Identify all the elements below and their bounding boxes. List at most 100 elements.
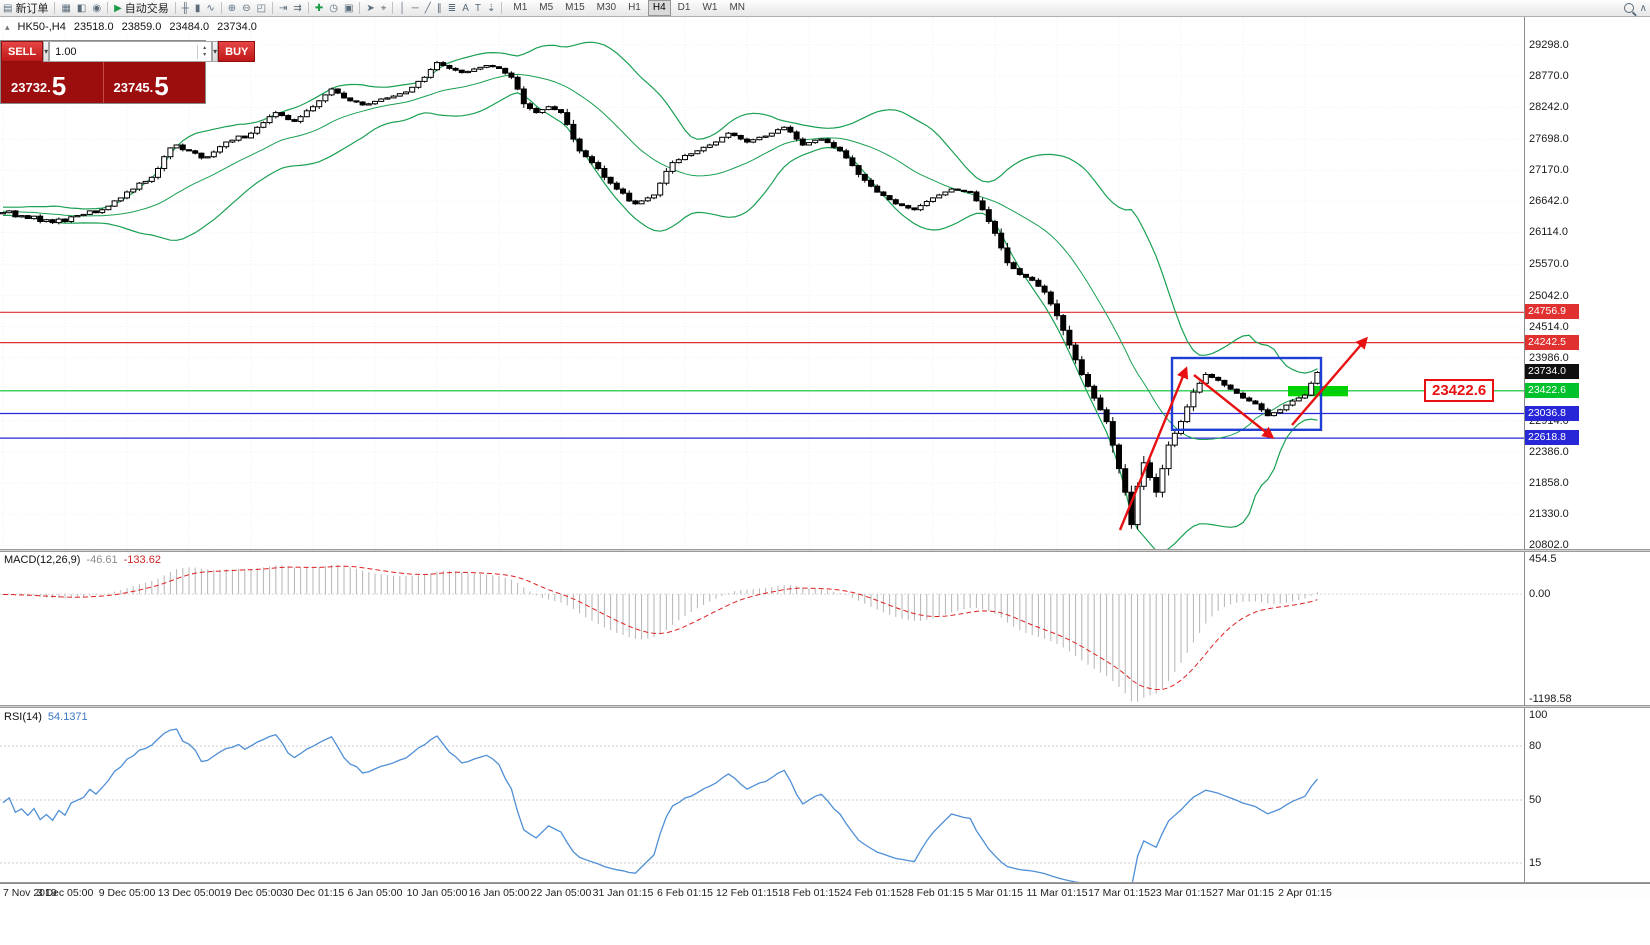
trendline-button[interactable]: ╱ (422, 1, 434, 16)
label-icon: T (474, 2, 481, 14)
volume-spinner[interactable]: ▴ ▾ (197, 44, 211, 59)
tile-windows-button[interactable]: ◰ (254, 1, 269, 16)
price-axis-label: 20802.0 (1529, 539, 1569, 552)
time-axis-label: 19 Dec 05:00 (219, 887, 283, 899)
auto-trading-button[interactable]: ▶ 自动交易 (111, 1, 172, 16)
timeframe-m30[interactable]: M30 (596, 2, 617, 13)
sell-price[interactable]: 23732. 5 (1, 62, 104, 103)
bar-high: 23859.0 (121, 21, 162, 33)
search-icon (1623, 3, 1634, 13)
timeframe-d1[interactable]: D1 (677, 2, 691, 13)
buy-dropdown[interactable]: ▾ (212, 41, 219, 62)
toolbar-separator (501, 2, 503, 14)
vertical-line-button[interactable]: │ (396, 1, 408, 16)
indicators-button[interactable]: ✚ (312, 1, 326, 16)
price-tag: 22618.8 (1525, 430, 1579, 446)
timeframe-m1[interactable]: M1 (513, 2, 528, 13)
buy-button[interactable]: BUY (218, 41, 256, 62)
time-axis-label: 22 Jan 05:00 (530, 887, 592, 899)
price-annotation[interactable]: 23422.6 (1424, 379, 1495, 402)
candlestick-chart-button[interactable]: ▮ (192, 1, 204, 16)
templates-button[interactable]: ▣ (341, 1, 356, 16)
channel-button[interactable]: ∥ (434, 1, 445, 16)
macd-signal-line (3, 565, 1318, 691)
indicators-plus-icon: ✚ (314, 2, 324, 14)
price-tag: 23422.6 (1525, 382, 1579, 398)
panel-divider[interactable] (0, 549, 1650, 552)
price-chart[interactable] (0, 17, 1524, 553)
arrow-down-icon: ⇣ (486, 2, 496, 14)
time-axis-label: 28 Feb 01:15 (902, 887, 964, 899)
rsi-panel[interactable] (0, 708, 1524, 889)
zoom-out-icon: ⊖ (242, 2, 251, 14)
trend-arrow (1118, 366, 1189, 531)
price-axis-label: 28242.0 (1529, 101, 1569, 114)
timeframe-mn[interactable]: MN (729, 2, 746, 13)
label-button[interactable]: T (472, 1, 484, 16)
bar-chart-icon: ╫ (181, 2, 189, 14)
price-axis-label: 25042.0 (1529, 289, 1569, 302)
buy-price[interactable]: 23745. 5 (113, 71, 169, 101)
time-axis[interactable]: 7 Nov 2019 3 Dec 05:00 9 Dec 05:00 13 Dec 0… (0, 883, 1650, 901)
toolbar: ▤ 新订单 ▦ ◧ ◉ ▶ 自动交易 ╫ ▮ ∿ ⊕ ⊖ ◰ ⇥ ⇉ ✚ ◷ ▣ ➤ ⌖ │ ─ ╱ ∥ ≣ A T ⇣ M1 M5 M1… (0, 0, 1650, 17)
chart-shift-button[interactable]: ⇉ (290, 1, 304, 16)
price-tag: 23734.0 (1525, 364, 1579, 380)
arrows-button[interactable]: ⇣ (484, 1, 498, 16)
charts-grid-button[interactable]: ▦ (58, 1, 73, 16)
timeframe-m5[interactable]: M5 (539, 2, 554, 13)
toolbar-collapse-button[interactable]: ∧ (1637, 1, 1650, 16)
line-chart-icon: ∿ (206, 2, 215, 14)
chart-shift-icon: ⇉ (293, 2, 302, 14)
panel-collapse-icon[interactable]: ▴ (5, 21, 10, 32)
timeframe-h1[interactable]: H1 (628, 2, 641, 13)
line-chart-button[interactable]: ∿ (203, 1, 217, 16)
price-tag: 23036.8 (1525, 405, 1579, 421)
macd-canvas (0, 564, 1524, 702)
sell-button[interactable]: SELL (1, 41, 44, 62)
vertical-line-icon: │ (399, 2, 406, 14)
time-axis-label: 13 Dec 05:00 (157, 887, 221, 899)
text-button[interactable]: A (459, 1, 472, 16)
zoom-in-button[interactable]: ⊕ (225, 1, 239, 16)
toolbar-separator (54, 2, 56, 14)
consolidation-box (1170, 356, 1323, 432)
volume-input[interactable] (50, 45, 198, 58)
timeframe-w1[interactable]: W1 (702, 2, 718, 13)
toolbar-buttons: ▤ 新订单 ▦ ◧ ◉ ▶ 自动交易 ╫ ▮ ∿ ⊕ ⊖ ◰ ⇥ ⇉ ✚ ◷ ▣ ➤ ⌖ │ ─ ╱ ∥ ≣ A T ⇣ (0, 1, 505, 16)
panel-divider[interactable] (0, 705, 1650, 708)
price-axis[interactable]: 29298.0 28770.0 28242.0 27698.0 27170.0 26642… (1524, 17, 1650, 883)
price-axis-label: 26114.0 (1529, 226, 1568, 239)
toolbar-separator (392, 2, 394, 14)
price-tag: 24756.9 (1525, 304, 1579, 320)
candlestick-chart-canvas[interactable] (0, 17, 1524, 553)
time-axis-label: 5 Mar 01:15 (966, 887, 1024, 899)
bar-chart-button[interactable]: ╫ (179, 1, 192, 16)
panel-divider[interactable] (0, 882, 1650, 883)
sell-dropdown[interactable]: ▾ (43, 41, 50, 62)
volume-field: ▴ ▾ (49, 41, 213, 62)
document-plus-icon: ▤ (3, 2, 13, 14)
new-order-button[interactable]: ▤ 新订单 (0, 1, 51, 16)
price-axis-label: 21330.0 (1529, 507, 1569, 520)
template-icon: ▣ (343, 2, 354, 14)
profiles-button[interactable]: ◧ (74, 1, 89, 16)
crosshair-button[interactable]: ⌖ (378, 1, 390, 16)
spin-up-icon: ▴ (203, 44, 207, 51)
cursor-button[interactable]: ➤ (363, 1, 377, 16)
search-button[interactable] (1621, 1, 1637, 16)
time-axis-label: 30 Dec 01:15 (281, 887, 345, 899)
zoom-out-button[interactable]: ⊖ (239, 1, 253, 16)
macd-panel[interactable] (0, 552, 1524, 705)
timeframe-m15[interactable]: M15 (565, 2, 585, 13)
auto-scroll-button[interactable]: ⇥ (276, 1, 290, 16)
crosshair-icon: ⌖ (380, 2, 387, 14)
periods-button[interactable]: ◷ (326, 1, 341, 16)
macd-axis-label: -1198.58 (1529, 693, 1572, 705)
auto-scroll-icon: ⇥ (279, 2, 288, 14)
alerts-button[interactable]: ◉ (89, 1, 104, 16)
price-axis-label: 27170.0 (1529, 164, 1569, 177)
horizontal-line-button[interactable]: ─ (409, 1, 422, 16)
fibonacci-button[interactable]: ≣ (445, 1, 459, 16)
time-axis-label: 6 Jan 05:00 (347, 887, 403, 899)
timeframe-h4[interactable]: H4 (647, 0, 671, 16)
